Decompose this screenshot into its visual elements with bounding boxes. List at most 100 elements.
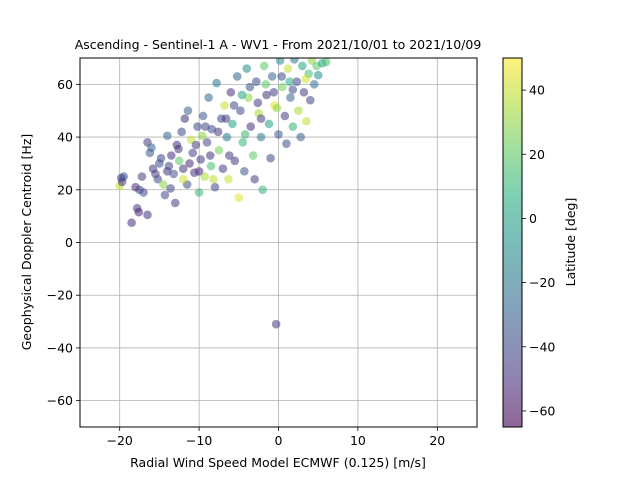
data-point xyxy=(294,106,303,116)
data-point xyxy=(253,98,263,108)
data-point xyxy=(285,77,294,87)
data-point xyxy=(229,101,239,110)
data-point xyxy=(277,72,286,81)
data-point xyxy=(266,153,275,163)
colorbar-ticks: −60 −40 −20 0 20 40 xyxy=(522,83,555,418)
data-point xyxy=(143,210,152,220)
y-tick-label: 0 xyxy=(65,235,73,250)
data-point xyxy=(283,64,293,73)
chart-title: Ascending - Sentinel-1 A - WV1 - From 20… xyxy=(75,37,482,52)
data-point xyxy=(156,153,166,163)
y-tick-label: 20 xyxy=(57,182,73,197)
data-point xyxy=(272,103,282,113)
y-tick-label: −20 xyxy=(47,288,73,303)
data-point xyxy=(296,132,306,142)
data-point xyxy=(282,139,291,148)
data-point xyxy=(188,148,198,158)
data-point xyxy=(163,131,172,141)
data-point xyxy=(256,114,266,123)
data-point xyxy=(236,106,245,116)
data-point xyxy=(222,132,232,142)
data-point xyxy=(309,80,319,89)
colorbar xyxy=(502,57,523,428)
data-point xyxy=(209,174,218,184)
data-point xyxy=(240,130,250,139)
data-point xyxy=(206,161,216,171)
data-point xyxy=(127,218,136,228)
data-point xyxy=(271,319,281,329)
data-point xyxy=(193,122,202,131)
data-point xyxy=(119,172,128,181)
data-point xyxy=(220,101,229,110)
data-point xyxy=(212,78,221,88)
data-point xyxy=(169,169,178,179)
data-point xyxy=(248,151,258,160)
data-point xyxy=(301,116,311,126)
data-point xyxy=(290,58,299,64)
data-point xyxy=(170,198,180,208)
data-point xyxy=(134,207,144,217)
data-point xyxy=(237,90,247,100)
x-axis-label: Radial Wind Speed Model ECMWF (0.125) [m… xyxy=(130,455,426,470)
grid-lines xyxy=(80,58,477,427)
y-axis-ticks: −60 −40 −20 0 20 40 60 xyxy=(47,77,80,408)
colorbar-tick-label: −40 xyxy=(529,339,555,354)
data-point xyxy=(286,93,295,102)
data-point xyxy=(214,145,224,155)
data-point xyxy=(198,111,208,121)
data-point xyxy=(299,87,309,97)
data-point xyxy=(240,167,249,176)
data-point xyxy=(202,138,212,147)
data-point xyxy=(174,156,184,166)
y-tick-label: −40 xyxy=(47,340,73,355)
data-point xyxy=(178,164,188,173)
y-tick-label: 60 xyxy=(57,77,73,92)
data-point xyxy=(262,90,271,100)
data-point xyxy=(205,151,215,160)
data-point xyxy=(196,155,205,164)
data-point xyxy=(139,188,148,197)
data-point xyxy=(230,156,240,166)
data-point xyxy=(250,174,259,184)
x-tick-label: 20 xyxy=(429,433,445,448)
data-point xyxy=(148,164,158,173)
y-tick-label: −60 xyxy=(47,393,73,408)
data-point xyxy=(264,119,274,129)
data-point xyxy=(298,61,307,71)
data-point xyxy=(278,82,287,92)
data-point xyxy=(160,190,170,200)
data-point xyxy=(194,188,204,197)
colorbar-tick-label: 40 xyxy=(529,83,545,98)
data-point xyxy=(232,72,242,81)
data-point xyxy=(267,72,277,81)
data-point xyxy=(153,174,163,184)
data-point xyxy=(159,180,168,189)
data-point xyxy=(288,85,298,94)
data-point xyxy=(221,114,231,123)
data-point xyxy=(251,77,261,87)
data-point xyxy=(201,122,210,131)
y-axis-label: Geophysical Doppler Centroid [Hz] xyxy=(19,134,34,351)
data-point xyxy=(242,64,252,73)
x-tick-label: 0 xyxy=(275,433,283,448)
data-point xyxy=(256,132,266,142)
data-point xyxy=(164,161,174,171)
data-point xyxy=(238,138,248,147)
data-point xyxy=(224,174,233,184)
data-point xyxy=(226,87,236,97)
data-point xyxy=(280,111,290,121)
data-point xyxy=(269,87,279,97)
data-point xyxy=(185,159,194,168)
x-tick-label: −10 xyxy=(186,433,212,448)
x-tick-label: −20 xyxy=(107,433,133,448)
data-point xyxy=(274,130,283,139)
data-point xyxy=(210,182,220,192)
data-point xyxy=(301,74,310,84)
data-point xyxy=(305,95,315,105)
data-point xyxy=(200,172,209,181)
data-point xyxy=(218,164,228,173)
colorbar-tick-label: −60 xyxy=(529,403,555,418)
data-point xyxy=(147,143,156,152)
data-points xyxy=(115,58,331,329)
